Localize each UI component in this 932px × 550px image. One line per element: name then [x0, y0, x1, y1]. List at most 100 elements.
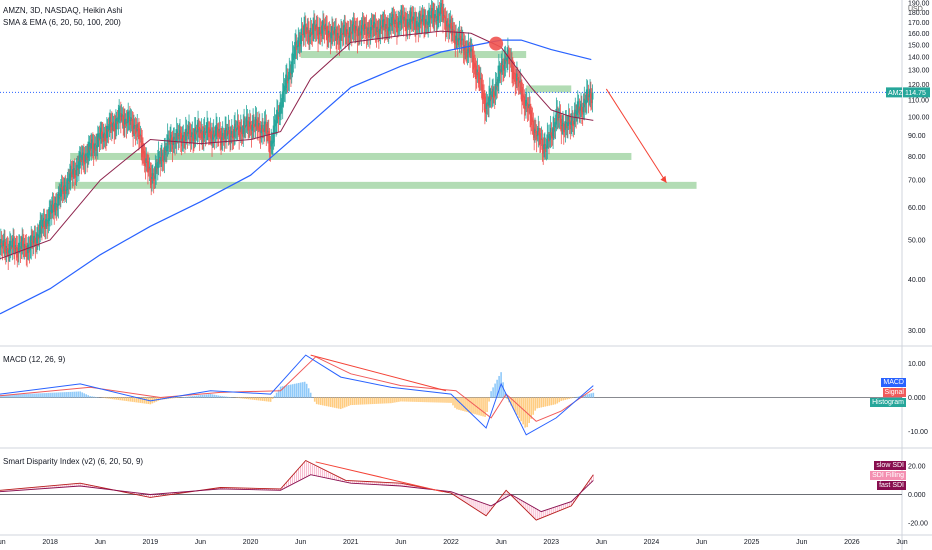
- macd-histogram-bar: [121, 397, 124, 401]
- candle-body: [336, 35, 338, 41]
- candle-body: [321, 25, 324, 34]
- macd-histogram-bar: [456, 397, 458, 410]
- candle-body: [92, 146, 95, 154]
- candle-body: [378, 28, 381, 34]
- macd-histogram-bar: [171, 397, 174, 399]
- candle-body: [572, 123, 575, 126]
- macd-histogram-bar: [213, 394, 216, 398]
- macd-histogram-bar: [283, 385, 286, 398]
- candle-body: [19, 246, 22, 251]
- candle-body: [178, 135, 181, 137]
- price-axis-tick-label: 170.00: [908, 20, 930, 27]
- candle-body: [283, 88, 286, 92]
- macd-histogram-bar: [430, 397, 432, 403]
- sdi-fast-line: [0, 474, 594, 513]
- candle-body: [290, 73, 292, 75]
- candle-body: [65, 190, 68, 192]
- candle-body: [584, 102, 587, 105]
- candle-body: [293, 54, 296, 59]
- candle-body: [129, 120, 132, 122]
- sdi-indicator-label[interactable]: Smart Disparity Index (v2) (6, 20, 50, 9…: [3, 457, 144, 466]
- macd-histogram-bar: [394, 397, 396, 403]
- price-axis-tick-label: 30.00: [908, 328, 926, 335]
- candle-body: [393, 20, 396, 28]
- time-axis-tick-label: Jun: [696, 539, 707, 546]
- sdi-axis-tick-label: 0.000: [908, 492, 926, 499]
- candle-body: [45, 219, 47, 227]
- candle-body: [254, 116, 257, 127]
- candle-body: [280, 105, 283, 108]
- time-axis-tick-label: 2024: [644, 539, 660, 546]
- macd-histogram-bar: [556, 397, 559, 404]
- macd-histogram-bar: [498, 375, 500, 398]
- macd-histogram-bar: [333, 397, 336, 408]
- time-axis-tick-label: Jun: [796, 539, 807, 546]
- macd-histogram-bar: [366, 397, 368, 405]
- macd-histogram-bar: [426, 397, 428, 403]
- candle-body: [296, 46, 299, 48]
- macd-histogram-bar: [406, 397, 408, 402]
- candle-body: [71, 171, 74, 178]
- macd-histogram-bar: [542, 397, 545, 408]
- candle-body: [305, 30, 308, 35]
- macd-histogram-bar: [83, 393, 85, 398]
- candle-body: [248, 125, 250, 128]
- candle-body: [287, 77, 290, 81]
- candle-body: [56, 203, 59, 208]
- candle-body: [262, 130, 265, 133]
- candle-body: [546, 134, 549, 148]
- candle-body: [551, 133, 554, 139]
- macd-histogram-bar: [89, 396, 91, 398]
- macd-histogram-bar: [388, 397, 390, 404]
- candle-body: [447, 23, 450, 32]
- candle-body: [81, 154, 84, 160]
- macd-indicator-label[interactable]: MACD (12, 26, 9): [3, 355, 66, 364]
- macd-histogram-bar: [492, 387, 494, 398]
- candle-body: [63, 185, 66, 192]
- macd-histogram-bar: [458, 397, 460, 410]
- candle-body: [582, 102, 585, 113]
- candle-body: [123, 120, 125, 129]
- macd-histogram-bar: [576, 396, 579, 398]
- candle-body: [105, 125, 108, 138]
- candle-body: [211, 134, 213, 145]
- candle-body: [466, 52, 469, 54]
- macd-histogram-bar: [243, 397, 246, 399]
- candle-body: [59, 195, 61, 198]
- candle-body: [548, 138, 550, 142]
- macd-histogram-bar: [299, 382, 302, 398]
- macd-legend-histogram: Histogram: [870, 398, 906, 407]
- macd-histogram-bar: [29, 393, 31, 398]
- macd-histogram-bar: [117, 397, 120, 400]
- candle-body: [202, 134, 204, 142]
- candle-body: [215, 125, 218, 136]
- macd-histogram-bar: [468, 397, 470, 413]
- candle-body: [241, 131, 244, 137]
- candle-body: [399, 21, 402, 25]
- symbol-title: AMZN, 3D, NASDAQ, Heikin Ashi: [3, 6, 123, 15]
- macd-histogram-bar: [315, 397, 318, 405]
- candle-body: [271, 143, 273, 145]
- macd-histogram-bar: [217, 395, 220, 398]
- candle-body: [545, 147, 548, 149]
- candle-body: [22, 243, 25, 251]
- macd-histogram-bar: [21, 394, 23, 398]
- candle-body: [433, 14, 435, 22]
- macd-histogram-bar: [462, 397, 464, 411]
- macd-histogram-bar: [442, 397, 444, 403]
- macd-histogram-bar: [215, 395, 218, 398]
- candle-body: [66, 178, 69, 191]
- candle-body: [244, 125, 247, 127]
- ma-indicator-label[interactable]: SMA & EMA (6, 20, 50, 100, 200): [3, 18, 121, 27]
- candle-body: [274, 124, 277, 127]
- candle-body: [384, 25, 387, 32]
- candle-body: [102, 133, 105, 138]
- macd-histogram-bar: [319, 397, 322, 405]
- candle-body: [405, 24, 408, 29]
- candle-body: [333, 27, 336, 34]
- macd-histogram-bar: [438, 397, 440, 403]
- candle-body: [125, 120, 128, 127]
- sdi-slow-line: [0, 459, 594, 521]
- candle-body: [291, 52, 294, 68]
